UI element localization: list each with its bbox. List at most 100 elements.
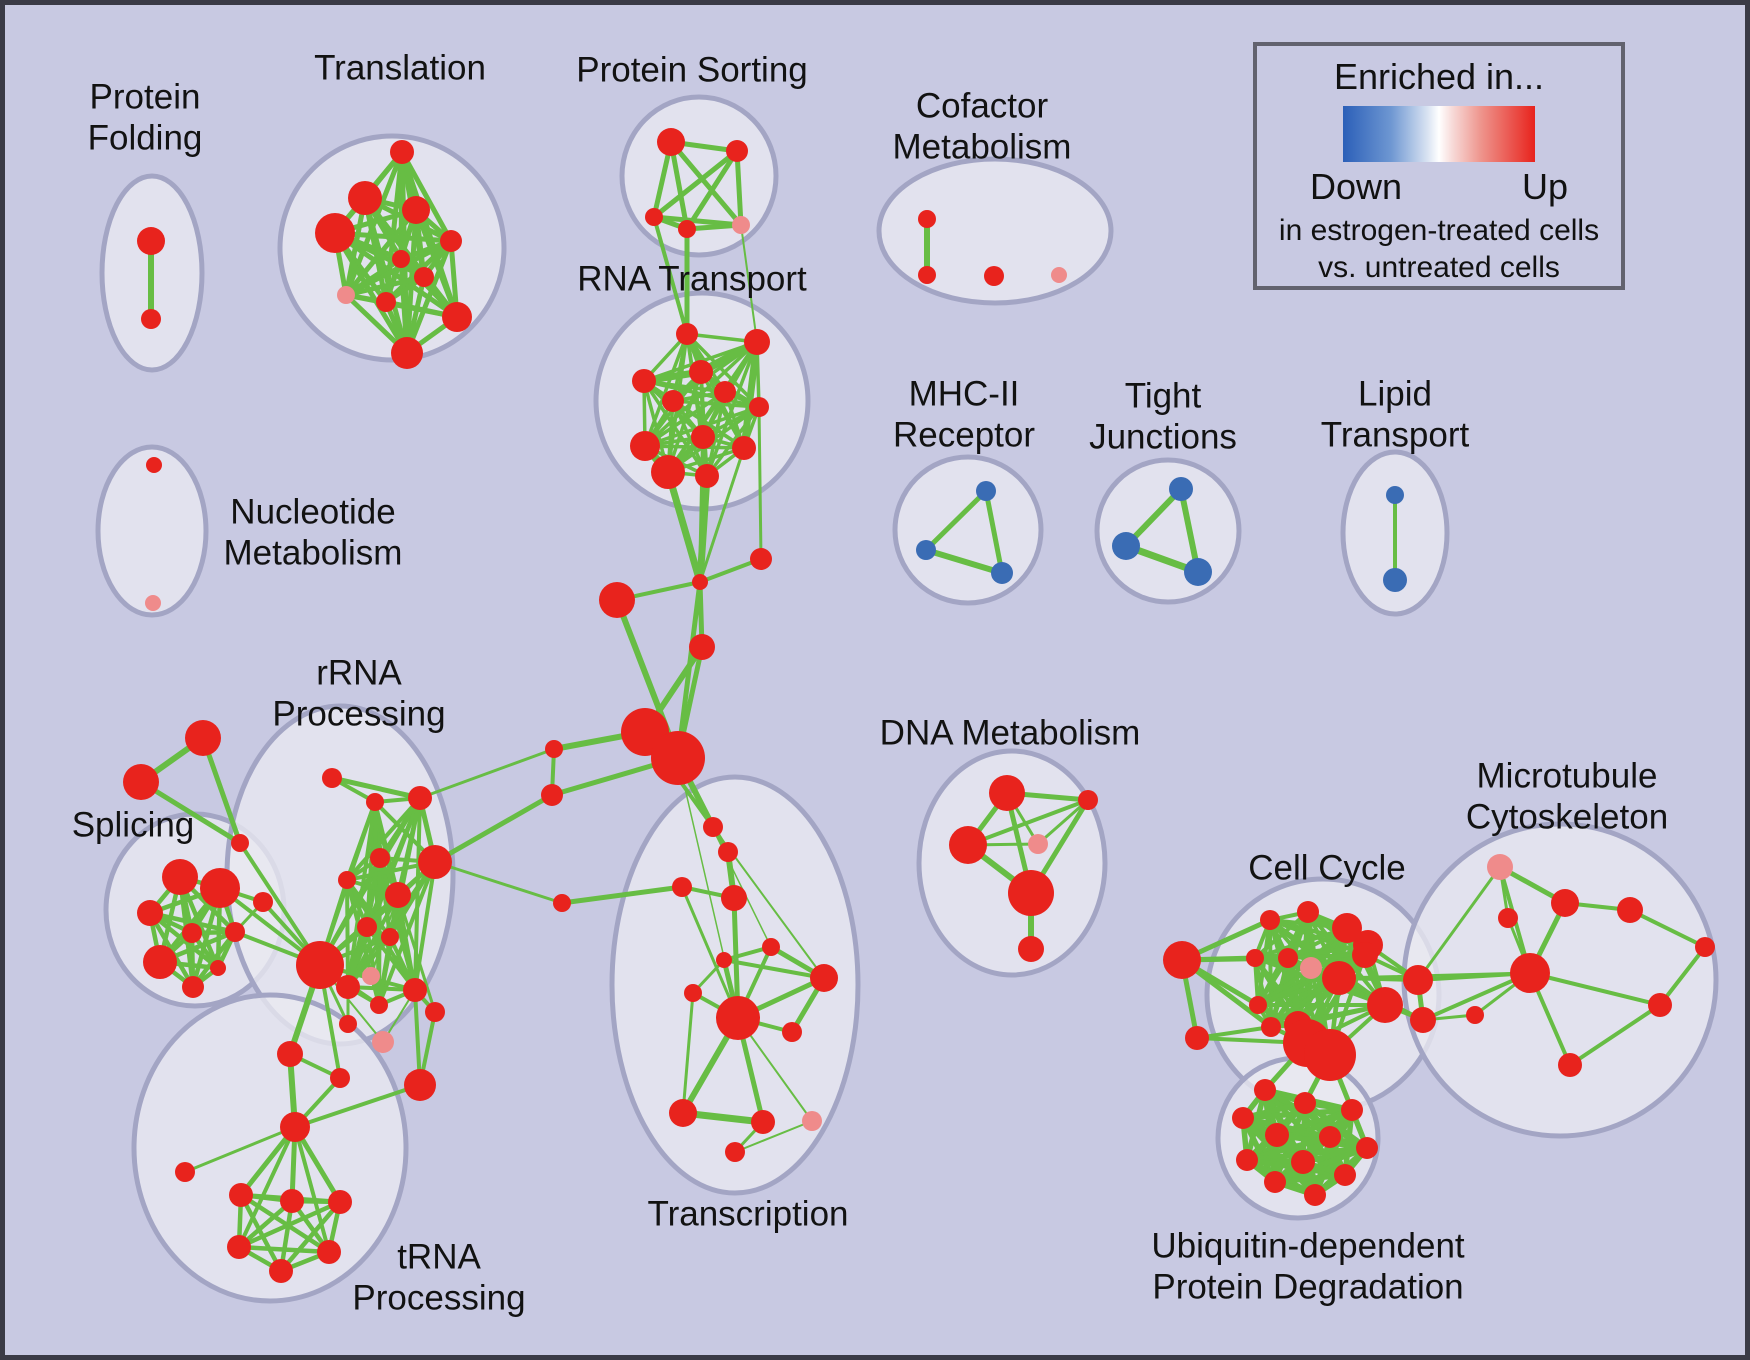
node-tj1 [1169, 477, 1193, 501]
node-mh1 [976, 481, 996, 501]
node-tr2 [762, 938, 780, 956]
edge-t5-t11 [404, 238, 454, 356]
edge-rr3-rr5 [345, 796, 422, 882]
node-th1 [280, 1112, 310, 1142]
edge-ps2-ps4 [684, 148, 740, 232]
node-rt5 [714, 381, 736, 403]
node-lt1 [1386, 486, 1404, 504]
edge-mt7-mt8 [1568, 1003, 1662, 1067]
node-mt8 [1558, 1053, 1582, 1077]
node-tr3 [810, 964, 838, 992]
node-tn3 [328, 1190, 352, 1214]
node-dm1 [989, 775, 1025, 811]
node-rt3 [632, 369, 656, 393]
node-tg3 [231, 834, 249, 852]
cluster-ellipse-trna-processing [131, 992, 409, 1304]
node-t6 [392, 250, 410, 268]
node-rr19 [404, 1069, 436, 1101]
cluster-label-tight-junctions-line2: Junctions [1089, 418, 1237, 457]
cluster-label-cell-cycle: Cell Cycle [1248, 849, 1406, 888]
node-tr9 [725, 1142, 745, 1162]
cluster-label-lipid-transport: Lipid [1358, 375, 1432, 414]
edge-t7-t8 [343, 274, 427, 298]
edge-cc5-cc17 [1253, 956, 1387, 1007]
node-nm1 [146, 457, 162, 473]
cluster-ellipse-mhc-ii-receptor [892, 454, 1044, 606]
node-cc14 [1304, 1029, 1356, 1081]
node-t1 [390, 140, 414, 164]
edge-rr1-rr3 [329, 775, 423, 801]
node-sp7 [182, 976, 204, 998]
edge-mt6-mt7 [1658, 945, 1707, 1007]
node-sp2 [200, 868, 240, 908]
cluster-label-nucleotide-metabolism-line2: Metabolism [224, 534, 403, 573]
node-tr1 [716, 952, 732, 968]
node-tr6 [669, 1099, 697, 1127]
node-rr5 [338, 871, 356, 889]
node-tc5 [553, 894, 571, 912]
node-t10 [442, 302, 472, 332]
cluster-label-tight-junctions: Tight [1125, 377, 1202, 416]
node-cc15 [1403, 965, 1433, 995]
node-rt12 [695, 464, 719, 488]
edge-cn1-hub2 [675, 579, 703, 761]
node-ps2 [726, 140, 748, 162]
node-sp1 [162, 859, 198, 895]
edge-sp3-sp5 [147, 910, 238, 935]
node-tr4 [684, 984, 702, 1002]
edge-tj1-tj3 [1178, 486, 1201, 575]
node-cn6 [541, 784, 563, 806]
node-rr8 [357, 917, 377, 937]
node-br1 [253, 892, 273, 912]
cluster-ellipse-dna-metabolism [916, 748, 1108, 978]
node-tj3 [1184, 558, 1212, 586]
edge-tn3-tn6 [278, 1199, 343, 1274]
cluster-label-microtubule-cytoskeleton: Microtubule [1477, 757, 1658, 796]
edge-t6-t8 [343, 256, 404, 298]
edge-tc4-tc5 [559, 884, 685, 906]
edge-rt2-rt10 [740, 338, 761, 452]
node-rr1 [322, 768, 342, 788]
node-ps4 [678, 220, 696, 238]
node-ccl [1185, 1026, 1209, 1050]
node-sp8 [210, 960, 226, 976]
node-tg2 [123, 764, 159, 800]
node-tc2 [718, 842, 738, 862]
node-cc11 [1261, 1017, 1281, 1037]
cluster-label-nucleotide-metabolism: Nucleotide [230, 493, 395, 532]
cluster-label-mhc-ii-receptor-line2: Receptor [893, 416, 1035, 455]
edge-rr7-tc5 [433, 860, 564, 905]
node-cc7 [1300, 957, 1322, 979]
node-rt6 [662, 390, 684, 412]
node-cn1 [692, 574, 708, 590]
edge-tr1-tr3 [722, 958, 826, 980]
node-ub9 [1291, 1150, 1315, 1174]
node-ps3 [645, 208, 663, 226]
node-ub2 [1294, 1092, 1316, 1114]
node-t3 [402, 196, 430, 224]
node-rr4 [370, 848, 390, 868]
edge-rr7-rr11 [346, 860, 437, 989]
node-dm6 [1018, 936, 1044, 962]
legend-subtitle-line1: in estrogen-treated cells [1278, 214, 1600, 247]
cluster-label-transcription: Transcription [648, 1195, 849, 1234]
node-ub4 [1232, 1107, 1254, 1129]
node-rr17 [277, 1041, 303, 1067]
edge-sp5-sp7 [190, 929, 238, 990]
edge-ub3-ub4 [1240, 1107, 1355, 1121]
node-ub3 [1341, 1099, 1363, 1121]
edge-mt5-mt6 [1628, 908, 1707, 949]
node-tc3 [721, 885, 747, 911]
edge-t1-t5 [399, 149, 454, 244]
node-rr9 [381, 928, 399, 946]
edge-tg1-tg3 [200, 735, 243, 846]
node-rr6 [385, 882, 411, 908]
edge-mh2-mh3 [923, 547, 1005, 576]
node-cc0 [1163, 941, 1201, 979]
edge-mt4-mt7 [1528, 971, 1662, 1007]
edge-rt1-rt9 [643, 332, 689, 448]
node-hub2 [651, 731, 705, 785]
cluster-label-protein-folding-line2: Folding [88, 119, 203, 158]
cluster-label-cofactor-metabolism-line2: Metabolism [893, 128, 1072, 167]
